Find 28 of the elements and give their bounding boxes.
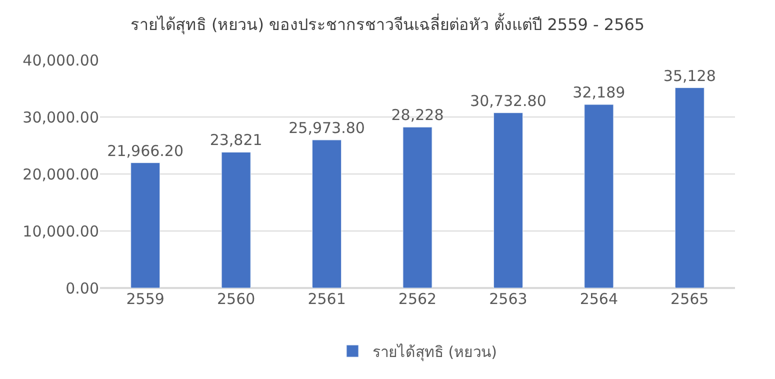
y-tick-label: 40,000.00	[22, 51, 99, 70]
data-label: 30,732.80	[470, 92, 546, 110]
x-tick-label: 2564	[580, 290, 618, 308]
data-label: 28,228	[391, 106, 444, 124]
data-label: 23,821	[210, 131, 262, 150]
legend-label: รายได้สุทธิ (หยวน)	[372, 342, 497, 362]
x-tick-label: 2559	[126, 290, 164, 308]
data-label: 35,128	[663, 66, 716, 85]
bar	[493, 112, 523, 288]
bar	[674, 88, 704, 288]
bar	[221, 152, 251, 288]
y-tick-label: 10,000.00	[22, 222, 99, 240]
bar	[130, 162, 160, 288]
bar	[402, 126, 432, 288]
x-tick-label: 2565	[670, 290, 709, 308]
y-tick-label: 0.00	[66, 279, 99, 298]
bar	[584, 104, 614, 288]
data-label: 25,973.80	[288, 118, 365, 137]
x-tick-label: 2561	[308, 290, 346, 308]
x-tick-label: 2560	[216, 290, 256, 308]
x-tick-label: 2562	[398, 290, 437, 308]
data-label: 32,189	[572, 84, 626, 102]
x-tick-label: 2563	[489, 290, 528, 308]
y-tick-label: 30,000.00	[22, 108, 99, 126]
bar	[312, 140, 342, 288]
data-label: 21,966.20	[107, 142, 184, 160]
chart-title: รายได้สุทธิ (หยวน) ของประชากรชาวจีนเฉลี่ยต่อหัว ตั้งแต่ปี 2559 - 2565	[130, 13, 645, 36]
y-tick-label: 20,000.00	[22, 165, 99, 184]
